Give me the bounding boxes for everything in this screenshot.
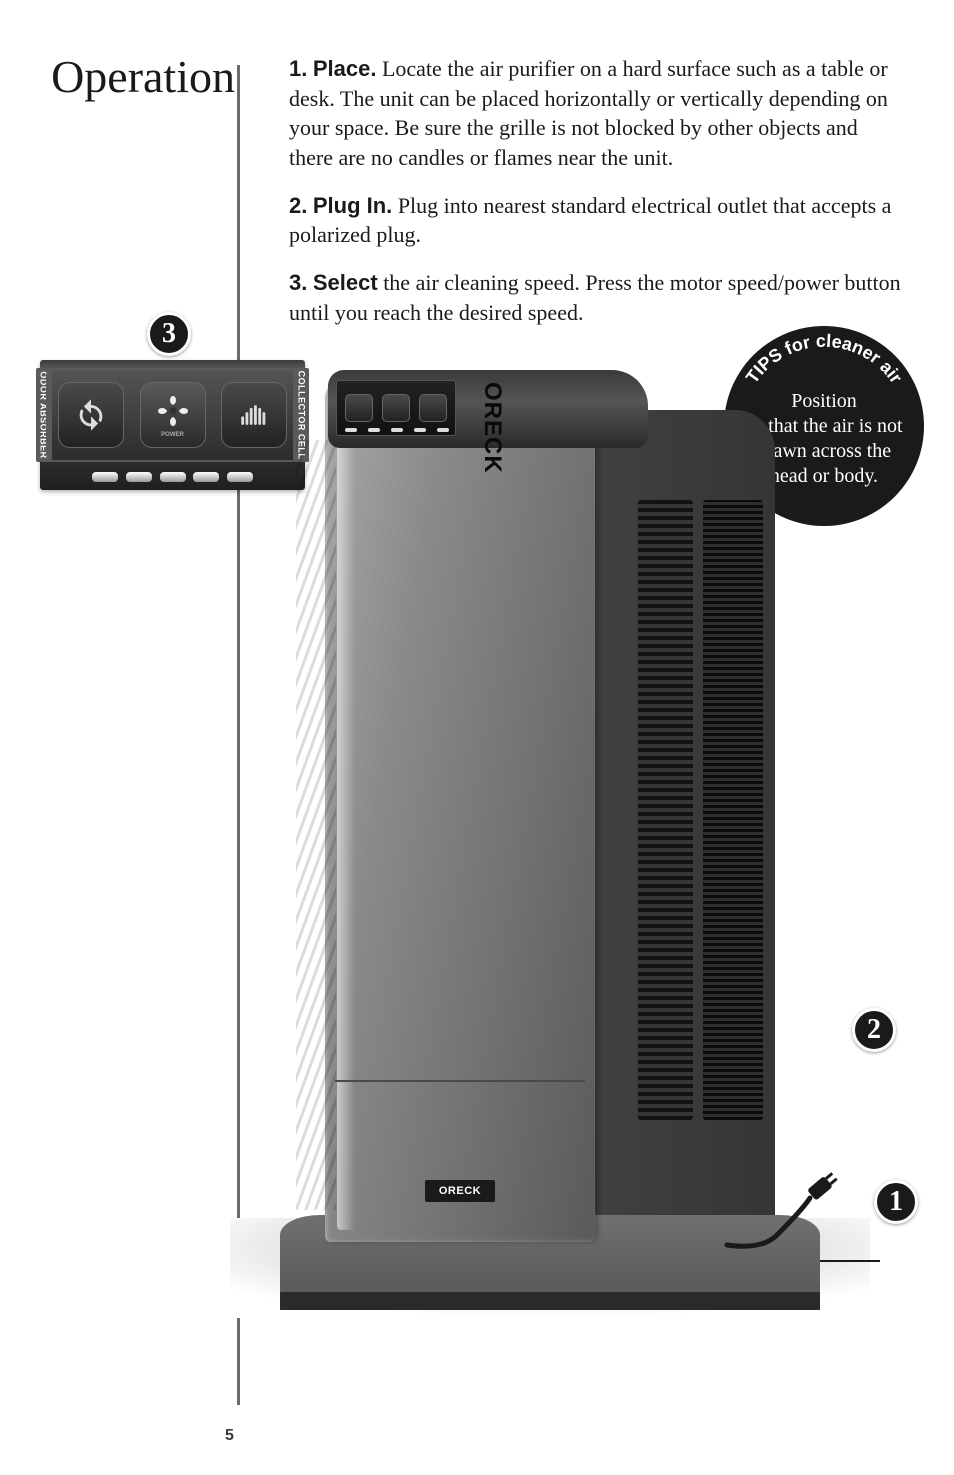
callout-1-num: 1 — [889, 1186, 903, 1218]
instruction-2: 2. Plug In. Plug into nearest standard e… — [289, 191, 904, 250]
mini-indicator-row — [345, 428, 449, 432]
indicator-light — [193, 472, 219, 482]
instruction-1: 1. Place. Locate the air purifier on a h… — [289, 54, 904, 173]
control-panel-closeup: ODOR ABSORBER POWER COLLECTOR CELL — [40, 360, 305, 490]
instruction-3-lead: Select — [313, 270, 378, 295]
figure-area: 3 ODOR ABSORBER POWER COLLECTOR CELL — [40, 330, 914, 1410]
mini-light — [414, 428, 426, 432]
power-cord-icon — [722, 1150, 842, 1270]
page-number: 5 — [225, 1427, 234, 1445]
instruction-3: 3. Select the air cleaning speed. Press … — [289, 268, 904, 327]
mini-light — [345, 428, 357, 432]
callout-2-num: 2 — [867, 1014, 881, 1046]
indicator-light — [227, 472, 253, 482]
callout-3-num: 3 — [162, 318, 176, 350]
power-speed-button: POWER — [140, 382, 206, 448]
instructions-list: 1. Place. Locate the air purifier on a h… — [289, 50, 904, 346]
indicator-light — [160, 472, 186, 482]
mini-button — [382, 394, 410, 422]
indicator-light — [92, 472, 118, 482]
callout-3: 3 — [147, 312, 191, 356]
product-top-cap: ORECK — [328, 370, 648, 448]
vertical-rule — [237, 65, 240, 1405]
odor-reset-button — [58, 382, 124, 448]
front-seam — [335, 1080, 585, 1082]
product-illustration: ORECK ORECK — [270, 370, 830, 1310]
panel-indicator-lights — [62, 469, 283, 484]
brand-text: ORECK — [478, 382, 506, 474]
page-root: Operation 1. Place. Locate the air purif… — [0, 0, 954, 1475]
callout-1: 1 — [874, 1180, 918, 1224]
front-logo-badge: ORECK — [425, 1180, 495, 1202]
panel-inner: POWER — [46, 368, 299, 462]
power-label: POWER — [161, 432, 184, 438]
mini-light — [368, 428, 380, 432]
instruction-1-lead: Place. — [313, 56, 377, 81]
side-vent-slats — [296, 440, 336, 1210]
indicator-light — [126, 472, 152, 482]
mini-light — [391, 428, 403, 432]
mini-button — [345, 394, 373, 422]
instruction-3-body: the air cleaning speed. Press the motor … — [289, 270, 901, 325]
rear-grille-inner — [638, 500, 693, 1120]
product-front-panel: ORECK — [325, 380, 595, 1242]
callout-2: 2 — [852, 1008, 896, 1052]
top-control-panel — [336, 380, 456, 436]
front-highlight — [337, 392, 355, 1230]
mini-button — [419, 394, 447, 422]
brand-vertical: ORECK — [478, 382, 570, 410]
instruction-1-body: Locate the air purifier on a hard surfac… — [289, 56, 888, 170]
instruction-3-num: 3. — [289, 270, 307, 295]
header-row: Operation 1. Place. Locate the air purif… — [50, 50, 904, 346]
mini-light — [437, 428, 449, 432]
rear-grille — [703, 500, 763, 1120]
instruction-2-lead: Plug In. — [313, 193, 392, 218]
instruction-2-num: 2. — [289, 193, 307, 218]
instruction-1-num: 1. — [289, 56, 307, 81]
section-title: Operation — [50, 50, 235, 103]
